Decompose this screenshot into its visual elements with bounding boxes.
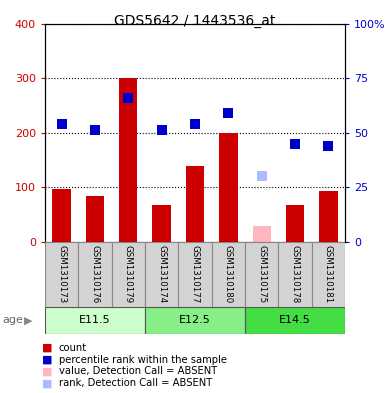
Text: GSM1310178: GSM1310178 [291,245,300,303]
Bar [86,196,104,242]
Bar [152,205,171,242]
Bar [145,242,178,307]
Bar [219,132,238,242]
Bar [145,307,245,334]
Bar [178,242,212,307]
Text: GSM1310173: GSM1310173 [57,245,66,303]
Bar [245,242,278,307]
Bar [286,205,304,242]
Text: ■: ■ [42,354,52,365]
Text: GDS5642 / 1443536_at: GDS5642 / 1443536_at [114,14,276,28]
Text: age: age [2,315,23,325]
Text: percentile rank within the sample: percentile rank within the sample [58,354,227,365]
Text: ■: ■ [42,343,52,353]
Bar [253,226,271,242]
Text: value, Detection Call = ABSENT: value, Detection Call = ABSENT [58,366,217,376]
Bar [186,167,204,242]
Text: ■: ■ [42,366,52,376]
Bar [52,189,71,242]
Text: E14.5: E14.5 [279,315,311,325]
Bar [278,242,312,307]
Bar [245,307,345,334]
Text: ■: ■ [42,378,52,388]
Text: rank, Detection Call = ABSENT: rank, Detection Call = ABSENT [58,378,212,388]
Text: GSM1310181: GSM1310181 [324,245,333,303]
Text: GSM1310177: GSM1310177 [190,245,200,303]
Bar [319,191,338,242]
Text: GSM1310176: GSM1310176 [90,245,99,303]
Text: GSM1310180: GSM1310180 [224,245,233,303]
Text: ▶: ▶ [24,315,32,325]
Text: GSM1310179: GSM1310179 [124,245,133,303]
Bar [312,242,345,307]
Bar [119,78,137,242]
Text: E12.5: E12.5 [179,315,211,325]
Text: GSM1310174: GSM1310174 [157,245,166,303]
Text: GSM1310175: GSM1310175 [257,245,266,303]
Bar [45,307,145,334]
Text: count: count [58,343,87,353]
Bar [112,242,145,307]
Text: E11.5: E11.5 [79,315,111,325]
Bar [78,242,112,307]
Bar [212,242,245,307]
Bar [45,242,78,307]
